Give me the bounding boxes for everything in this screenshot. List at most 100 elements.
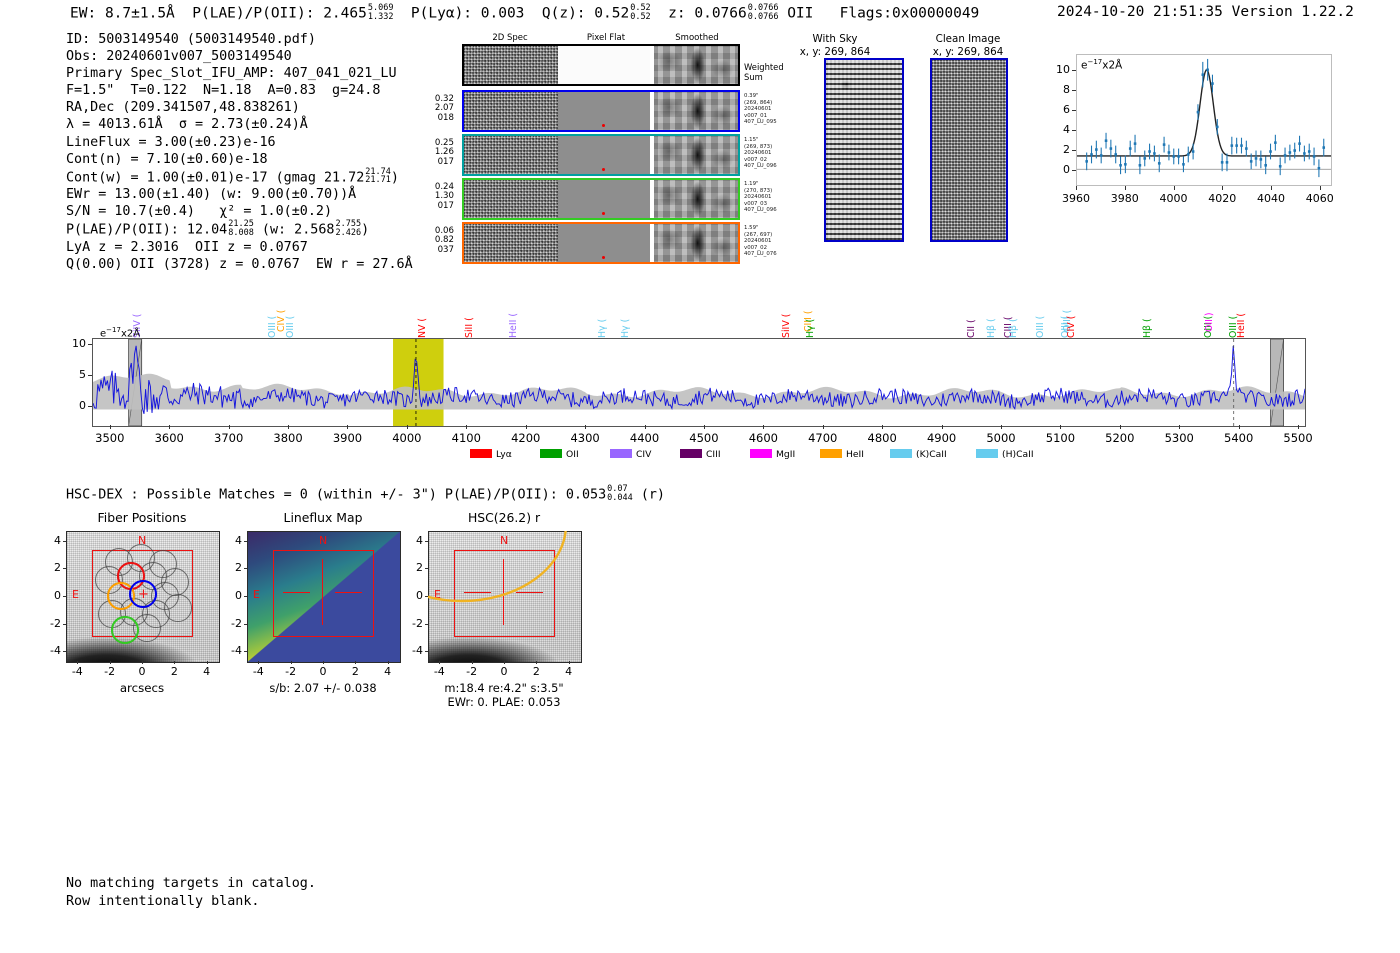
legend-swatch <box>890 449 912 458</box>
spec2d-cell-2dspec <box>464 224 558 262</box>
zoom-plot-frame <box>1076 54 1332 186</box>
mainspec-xtick-label: 5400 <box>1224 431 1254 445</box>
spec2d-row[interactable] <box>462 44 740 86</box>
legend-swatch <box>976 449 998 458</box>
spec2d-row-right-label: 0.39" (269, 864) 20240601 v007_01 407_LU_095 <box>744 93 777 126</box>
mainspec-xtick-label: 3700 <box>214 431 244 445</box>
zoom-ytick <box>1072 170 1076 171</box>
spec2d-cell-2dspec <box>464 136 558 174</box>
cutout-image-clean[interactable] <box>930 58 1008 242</box>
imaging-ytick-label: -4 <box>50 644 61 658</box>
imaging-xtick <box>109 661 111 664</box>
z-label: z: <box>668 5 686 22</box>
aperture-box <box>454 550 555 637</box>
fiber-circle-highlighted[interactable] <box>111 616 139 644</box>
spec2d-row[interactable] <box>462 134 740 176</box>
spec2d-cell-pixelflat <box>558 46 650 84</box>
zoom-xtick-label: 4040 <box>1257 192 1286 205</box>
source-center-marker: + <box>138 587 149 602</box>
zoom-unit-label: e−17x2Å <box>1081 58 1123 72</box>
legend-item[interactable]: CIV <box>610 449 651 460</box>
mainspec-xtick-label: 4000 <box>392 431 422 445</box>
legend-swatch <box>470 449 492 458</box>
zoom-ytick <box>1072 70 1076 71</box>
spec2d-cell-pixelflat <box>558 136 650 174</box>
legend-swatch <box>540 449 562 458</box>
legend-item[interactable]: MgII <box>750 449 795 460</box>
imaging-panel-title: Lineflux Map <box>283 510 363 525</box>
source-info-block: ID: 5003149540 (5003149540.pdf) Obs: 202… <box>66 31 413 273</box>
mainspec-xtick <box>763 425 765 429</box>
mainspec-ytick-label: 10 <box>72 337 86 351</box>
imaging-ytick-label: 4 <box>54 533 61 547</box>
legend-label: Lyα <box>496 449 512 460</box>
fiber-circle-highlighted[interactable] <box>129 580 157 608</box>
imaging-ytick-label: 2 <box>235 561 242 575</box>
compass-east-label: E <box>72 588 79 601</box>
imaging-xtick <box>387 661 389 664</box>
mainspec-xtick <box>406 425 408 429</box>
zoomed-emission-line-chart[interactable]: e−17x2Å 3960 3980 4000 4020 4040 4060 0 2 4 6 8 10 <box>1036 48 1336 220</box>
legend-item[interactable]: Lyα <box>470 449 512 460</box>
imaging-xtick-label: 4 <box>565 665 573 678</box>
hsc-dex-summary: HSC-DEX : Possible Matches = 0 (within +… <box>66 484 665 503</box>
crosshair-left <box>283 592 310 594</box>
imaging-xtick <box>142 661 143 664</box>
spec2d-cell-2dspec <box>464 92 558 130</box>
spec2d-gap <box>650 136 654 174</box>
cutout-image-with-sky[interactable] <box>824 58 904 242</box>
plae-label: P(LAE)/P(OII): <box>192 5 315 22</box>
imaging-xtick-label: 0 <box>500 665 508 678</box>
spec2d-row[interactable] <box>462 178 740 220</box>
imaging-panel-image[interactable] <box>247 531 401 663</box>
imaging-ytick-label: 0 <box>416 589 423 602</box>
spec2d-row[interactable] <box>462 90 740 132</box>
imaging-ytick-label: 4 <box>235 533 242 547</box>
compass-north-label: N <box>319 534 328 547</box>
mainspec-xtick <box>1179 425 1181 429</box>
info-lineflux: LineFlux = 3.00(±0.23)e-16 <box>66 134 276 150</box>
cutout-title-clean-image: Clean Image x, y: 269, 864 <box>932 33 1004 58</box>
imaging-ytick <box>425 623 428 625</box>
mainspec-xtick-label: 3500 <box>95 431 125 445</box>
zoom-ytick <box>1072 150 1076 151</box>
legend-item[interactable]: OII <box>540 449 579 460</box>
legend-item[interactable]: CIII <box>680 449 721 460</box>
mainspec-xtick-label: 4900 <box>926 431 957 445</box>
legend-label: HeII <box>846 449 864 460</box>
imaging-ytick <box>425 596 428 597</box>
z-type: OII <box>787 5 814 22</box>
mainspec-xtick-label: 3900 <box>332 431 363 445</box>
imaging-panel: Lineflux Map <box>243 510 403 700</box>
spec2d-cell-smoothed <box>654 224 738 262</box>
spec2d-row-right-label: 1.15" (269, 873) 20240601 v007_02 407_LU_096 <box>744 137 777 170</box>
legend-item[interactable]: (K)CaII <box>890 449 947 460</box>
mainspec-xtick <box>525 425 527 429</box>
zoom-xtick <box>1124 186 1126 190</box>
zoom-ytick-label: 2 <box>1063 143 1070 156</box>
crosshair-right <box>516 592 543 594</box>
spec2d-row[interactable] <box>462 222 740 264</box>
legend-label: OII <box>566 449 579 460</box>
mainspec-xtick <box>466 425 468 429</box>
zoom-ytick <box>1072 110 1076 111</box>
full-spectrum-chart[interactable]: SiIV (OIII (CIV (OIII (NV (SiII (HeII (H… <box>60 270 1340 470</box>
legend-item[interactable]: (H)CaII <box>976 449 1034 460</box>
info-ewr: EWr = 13.00(±1.40) (w: 9.00(±0.70))Å <box>66 187 357 203</box>
mainspec-ytick <box>88 375 92 377</box>
info-sn: S/N = 10.7(±0.4) χ² = 1.0(±0.2) <box>66 204 333 220</box>
mainspec-xtick <box>1119 425 1121 429</box>
zoom-ytick <box>1072 130 1076 131</box>
legend-item[interactable]: HeII <box>820 449 864 460</box>
compass-east-label: E <box>253 588 260 601</box>
imaging-xtick <box>174 661 176 664</box>
imaging-xtick <box>439 661 441 664</box>
fiber-circle[interactable] <box>164 594 192 622</box>
imaging-xlabel: arcsecs <box>119 681 165 695</box>
imaging-ytick-label: -2 <box>50 616 61 630</box>
col-title-pixelflat: Pixel Flat <box>586 33 626 43</box>
imaging-xtick <box>77 661 79 664</box>
zoom-xtick-label: 4020 <box>1208 192 1237 205</box>
mainspec-xtick <box>585 425 587 429</box>
info-spec-slot: Primary Spec_Slot_IFU_AMP: 407_041_021_L… <box>66 66 397 82</box>
